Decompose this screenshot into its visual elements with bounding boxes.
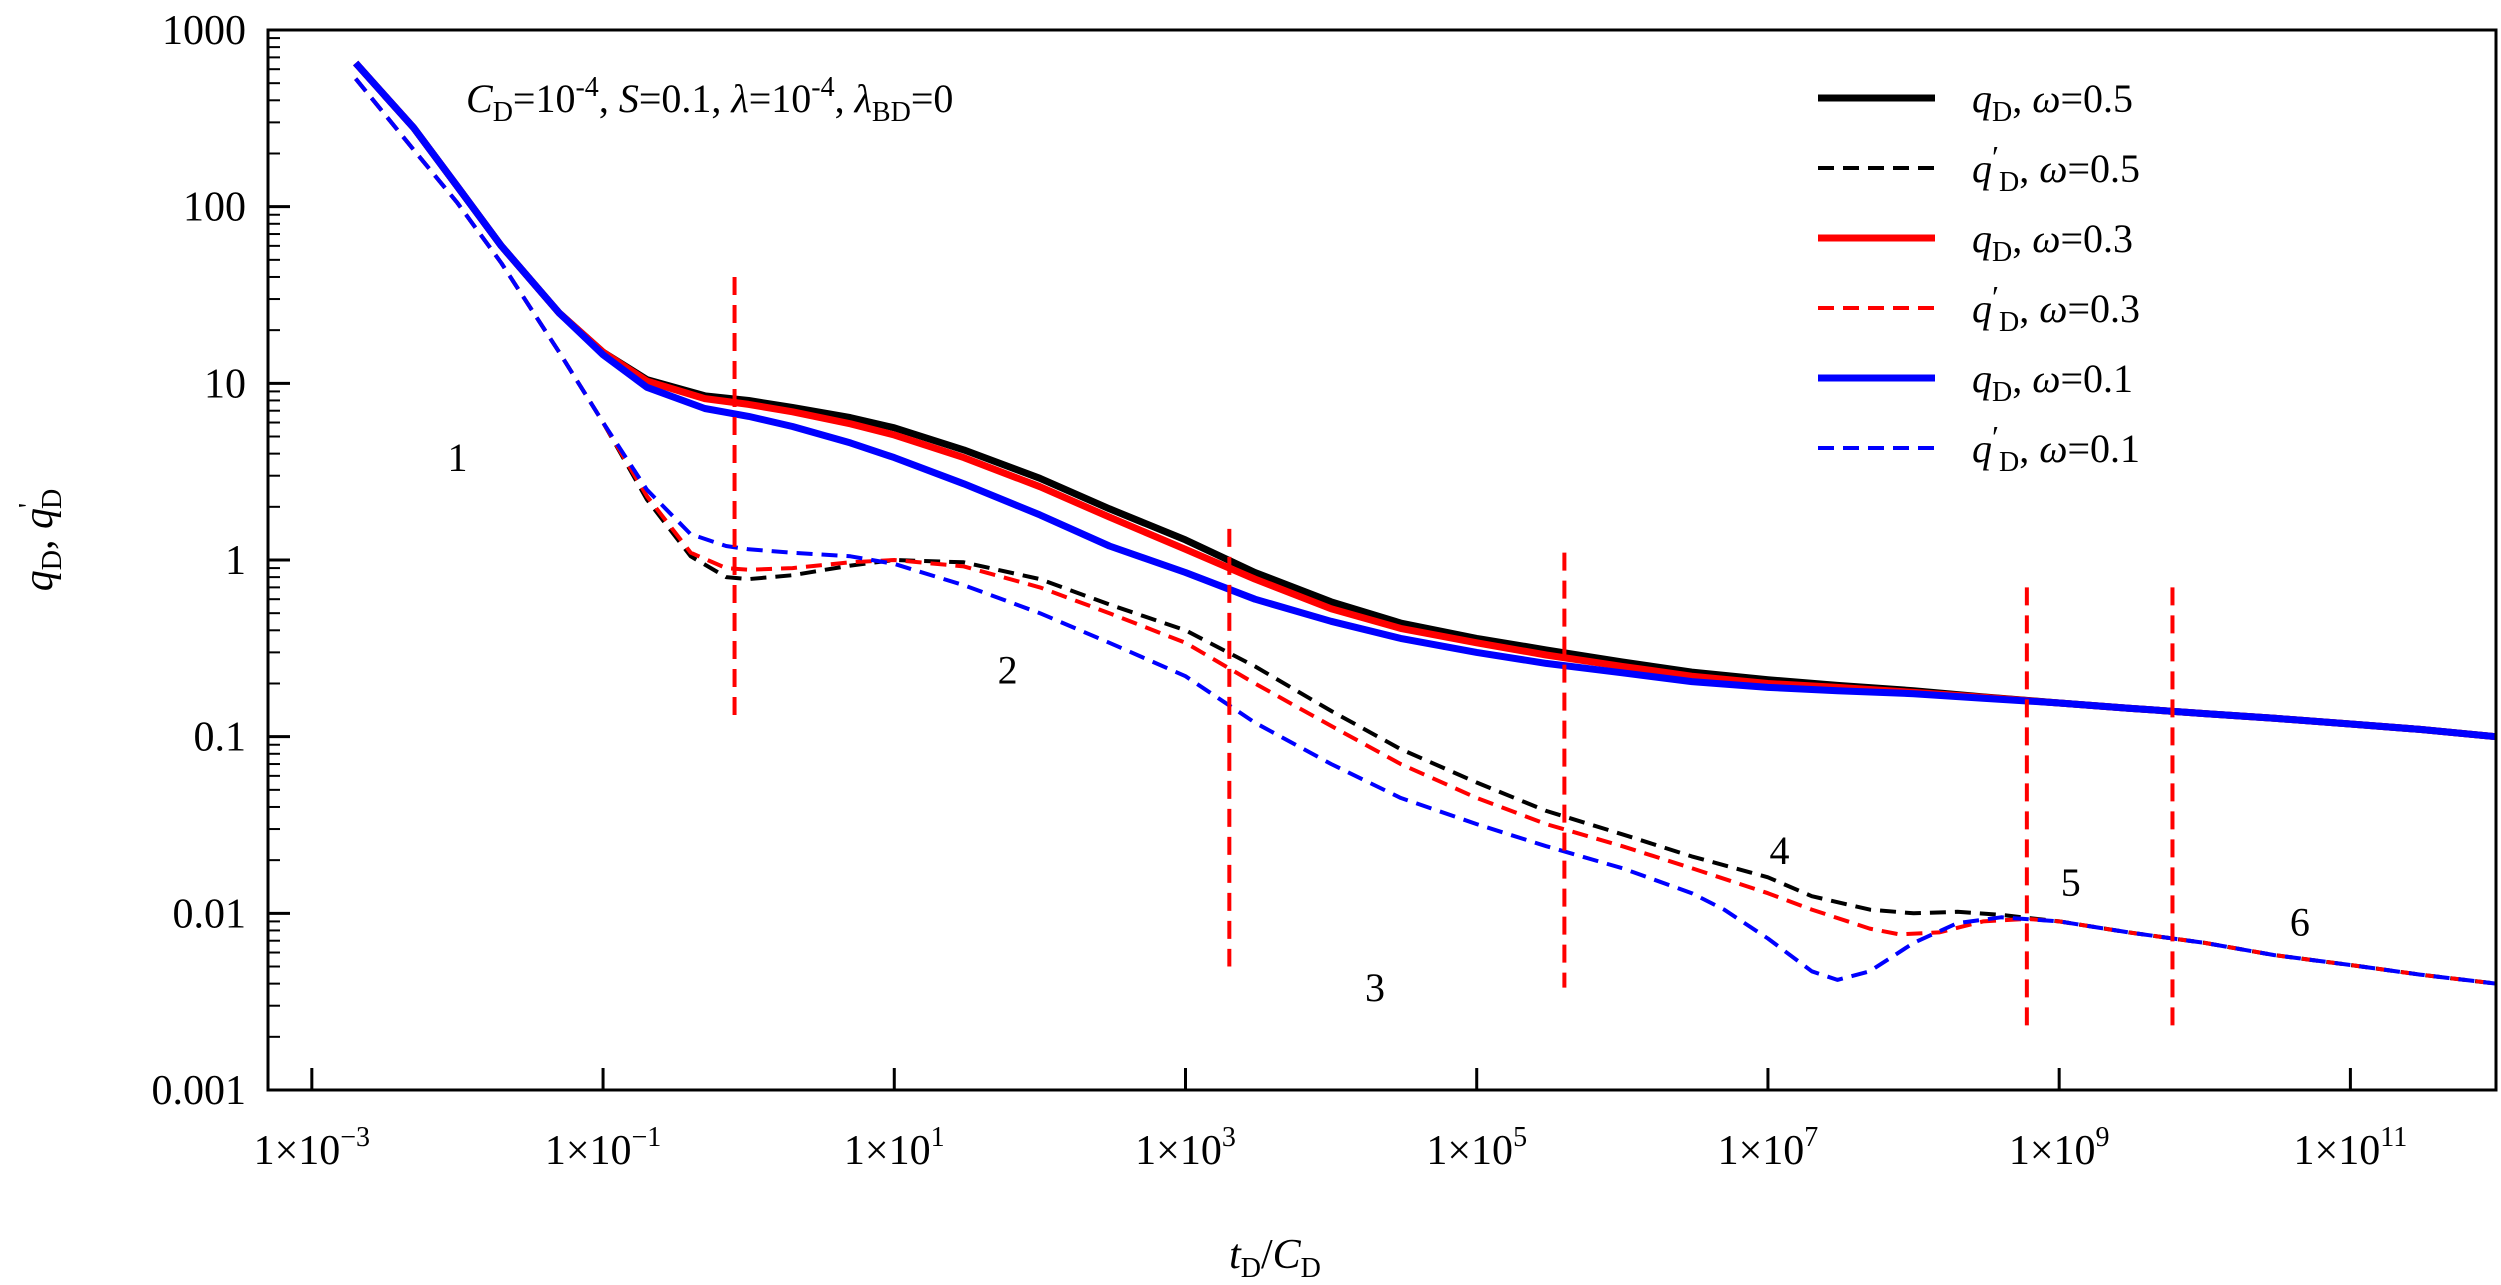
plot-frame xyxy=(266,28,2498,1092)
boundary-layer xyxy=(732,276,2175,1030)
region-label-5: 5 xyxy=(2061,860,2081,905)
x-tick-label: 1×103 xyxy=(1135,1122,1236,1174)
series-line-5 xyxy=(353,60,2497,741)
region-label-6: 6 xyxy=(2290,899,2310,944)
legend-label-3: qD, ω=0.3 xyxy=(1972,216,2133,268)
series-line-2 xyxy=(354,77,2497,986)
series-line-6 xyxy=(354,77,2497,986)
y-axis-ticks: 1000 100 10 1 0.1 0.01 0.001 xyxy=(152,8,290,1114)
region-label-1: 1 xyxy=(447,435,467,480)
legend-label-6: q′D, ω=0.1 xyxy=(1972,419,2140,478)
region-labels: 1 2 3 4 5 6 xyxy=(447,435,2309,1010)
region-label-2: 2 xyxy=(998,647,1018,692)
x-tick-label: 1×101 xyxy=(844,1122,945,1174)
series-line-4 xyxy=(354,77,2497,986)
legend-label-5: qD, ω=0.1 xyxy=(1972,356,2133,408)
legend-label-4: q′D, ω=0.3 xyxy=(1972,279,2140,338)
x-tick-label: 1×10−1 xyxy=(545,1122,661,1174)
legend-label-1: qD, ω=0.5 xyxy=(1972,76,2133,128)
x-tick-label: 1×105 xyxy=(1426,1122,1527,1174)
y-tick-label: 1000 xyxy=(162,8,246,54)
x-axis-ticks: 1×10−3 1×10−1 1×101 1×103 1×105 1×107 1×109 1×1… xyxy=(254,1068,2408,1174)
x-tick-label: 1×10−3 xyxy=(254,1122,370,1174)
legend-label-2: q′D, ω=0.5 xyxy=(1972,139,2140,198)
y-tick-label: 0.001 xyxy=(152,1068,247,1114)
region-label-3: 3 xyxy=(1365,965,1385,1010)
series-layer xyxy=(353,60,2497,986)
region-label-4: 4 xyxy=(1769,828,1789,873)
y-tick-label: 100 xyxy=(183,185,246,231)
y-axis-title: qD, q'D xyxy=(14,489,68,592)
parameter-annotation: CD=10-4, S=0.1, λ=10-4, λBD=0 xyxy=(466,72,953,128)
y-tick-label: 10 xyxy=(204,361,246,407)
y-tick-label: 0.1 xyxy=(194,715,247,761)
x-tick-label: 1×109 xyxy=(2009,1122,2110,1174)
x-axis-title: tD/CD xyxy=(1229,1232,1321,1284)
y-tick-label: 0.01 xyxy=(173,891,247,937)
x-tick-label: 1×1011 xyxy=(2294,1122,2408,1174)
legend: qD, ω=0.5 q′D, ω=0.5 qD, ω=0.3 q′D, ω=0.3 qD… xyxy=(1818,76,2140,478)
x-tick-label: 1×107 xyxy=(1718,1122,1819,1174)
y-tick-label: 1 xyxy=(225,538,246,584)
